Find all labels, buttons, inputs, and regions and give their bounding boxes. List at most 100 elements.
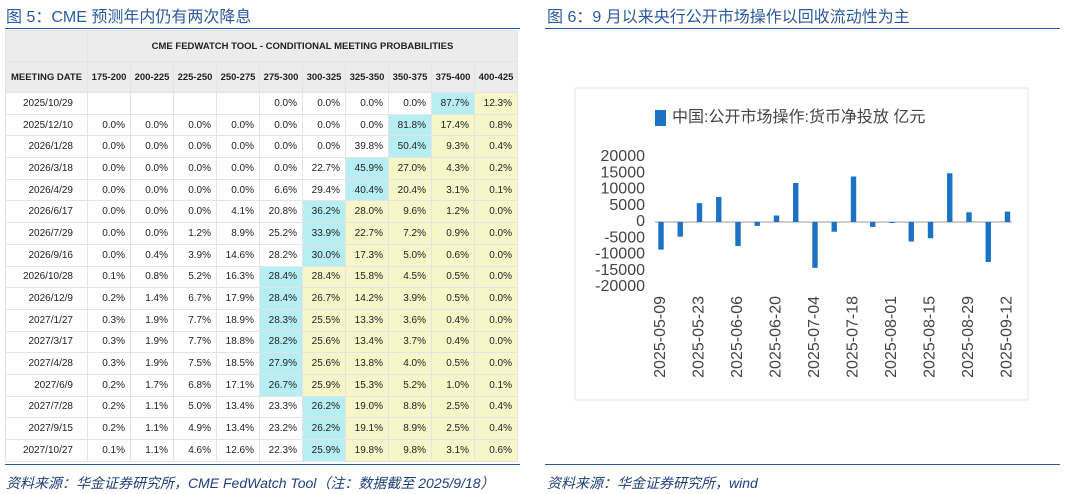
probability-cell: 17.4% (431, 113, 475, 137)
table-title: CME FEDWATCH TOOL - CONDITIONAL MEETING … (87, 30, 518, 62)
table-row: 2027/6/9 0.2% 1.7% 6.8% 17.1% 26.7% 25.9% 15.3%… (5, 373, 518, 397)
x-tick-label: 2025-06-20 (768, 296, 785, 378)
probability-cell: 20.4% (388, 178, 432, 202)
probability-cell: 0.5% (431, 287, 475, 310)
probability-cell: 1.2% (431, 200, 475, 224)
bar (870, 222, 876, 227)
probability-cell: 40.4% (345, 178, 389, 202)
table-row: 2025/10/29 0.0% 0.0% 0.0% 0.0% 87.7% 12.3% (5, 92, 518, 115)
bar (985, 222, 991, 262)
column-header: MEETING DATE (5, 61, 88, 93)
caption-rule (545, 28, 1060, 29)
probability-cell: 4.6% (173, 439, 217, 462)
y-tick-label: 0 (636, 213, 645, 230)
probability-cell: 2.5% (431, 395, 475, 419)
table-row: 2027/7/28 0.2% 1.1% 5.0% 13.4% 23.3% 26.2% 19.0… (5, 395, 518, 419)
probability-cell: 0.4% (431, 308, 475, 332)
x-tick-label: 2025-07-04 (806, 296, 823, 378)
probability-cell: 29.4% (302, 178, 346, 202)
probability-cell: 3.1% (431, 178, 475, 202)
column-header: 200-225 (130, 61, 174, 93)
probability-cell: 19.8% (345, 439, 389, 462)
probability-cell: 25.5% (302, 308, 346, 332)
column-header: 250-275 (216, 61, 260, 93)
probability-cell: 0.0% (130, 157, 174, 180)
probability-cell: 33.9% (302, 222, 346, 245)
probability-cell: 8.9% (216, 222, 260, 245)
probability-cell: 26.7% (259, 373, 303, 397)
probability-cell: 0.0% (173, 157, 217, 180)
probability-cell: 28.2% (259, 330, 303, 354)
bar (773, 215, 780, 222)
probability-cell: 0.0% (474, 243, 518, 267)
y-tick-label: 5000 (609, 197, 645, 214)
x-tick-label: 2025-07-18 (845, 296, 862, 378)
probability-cell: 2.5% (431, 417, 475, 440)
probability-cell: 0.0% (474, 200, 518, 224)
probability-cell: 0.0% (474, 222, 518, 245)
table-row: 2026/7/29 0.0% 0.0% 1.2% 8.9% 25.2% 33.9% 22.7%… (5, 222, 518, 245)
figure-caption: 图 5：CME 预测年内仍有两次降息 (6, 9, 252, 26)
bar (677, 222, 683, 237)
probability-cell: 14.2% (345, 287, 389, 310)
meeting-date: 2026/7/29 (5, 222, 88, 245)
source-rule (545, 464, 1060, 465)
y-tick-label: -20000 (595, 278, 645, 295)
probability-cell: 19.0% (345, 395, 389, 419)
probability-cell: 45.9% (345, 157, 389, 180)
probability-cell: 0.4% (474, 135, 518, 159)
probability-cell: 28.4% (302, 265, 346, 289)
source-rule (5, 464, 520, 465)
probability-cell: 0.1% (87, 439, 131, 462)
table-row: 2026/9/16 0.0% 0.4% 3.9% 14.6% 28.2% 30.0% 17.3… (5, 243, 518, 267)
probability-cell: 0.0% (87, 200, 131, 224)
probability-cell: 9.6% (388, 200, 432, 224)
table-row: 2026/4/29 0.0% 0.0% 0.0% 0.0% 6.6% 29.4% 40.4% 2… (5, 178, 518, 202)
probability-cell: 0.5% (431, 265, 475, 289)
probability-cell: 9.8% (388, 439, 432, 462)
source-note: 资料来源：华金证券研究所，wind (547, 475, 758, 491)
bar (812, 222, 818, 268)
y-tick-label: -10000 (595, 246, 645, 263)
probability-cell: 22.3% (259, 439, 303, 462)
probability-cell: 7.2% (388, 222, 432, 245)
bar (696, 203, 703, 222)
bar (908, 222, 914, 242)
probability-cell: 27.9% (259, 352, 303, 375)
source-note: 资料来源：华金证券研究所，CME FedWatch Tool（注：数据截至 20… (6, 475, 495, 491)
probability-cell: 25.9% (302, 373, 346, 397)
column-header: 175-200 (87, 61, 131, 93)
bar (735, 222, 741, 247)
x-tick-label: 2025-05-23 (691, 296, 708, 378)
y-tick-label: 15000 (601, 164, 646, 181)
probability-cell: 26.2% (302, 417, 346, 440)
probability-cell: 22.7% (302, 157, 346, 180)
probability-cell: 3.7% (388, 330, 432, 354)
column-header: 275-300 (259, 61, 303, 93)
table-row: 2026/3/18 0.0% 0.0% 0.0% 0.0% 0.0% 22.7% 45.9% 2… (5, 157, 518, 180)
x-tick-label: 2025-05-09 (652, 296, 669, 378)
probability-cell: 0.2% (474, 157, 518, 180)
x-tick-label: 2025-09-12 (999, 296, 1016, 378)
y-tick-label: -15000 (595, 262, 645, 279)
column-header: 375-400 (431, 61, 475, 93)
probability-cell: 28.4% (259, 265, 303, 289)
probability-cell: 81.8% (388, 113, 432, 137)
probability-cell: 25.9% (302, 439, 346, 462)
probability-cell: 4.0% (388, 352, 432, 375)
bar (754, 222, 760, 226)
chart-frame (574, 87, 1029, 401)
probability-cell: 0.0% (130, 222, 174, 245)
meeting-date: 2026/3/18 (5, 157, 88, 180)
probability-cell: 50.4% (388, 135, 432, 159)
legend-swatch (655, 110, 666, 126)
probability-cell: 0.0% (259, 113, 303, 137)
probability-cell: 0.1% (474, 178, 518, 202)
table-row: 2026/12/9 0.2% 1.4% 6.7% 17.9% 28.4% 26.7% 14.2… (5, 287, 518, 310)
bar (1004, 211, 1011, 222)
bar (716, 196, 722, 222)
probability-cell: 0.0% (173, 178, 217, 202)
x-tick-label: 2025-08-29 (960, 296, 977, 378)
